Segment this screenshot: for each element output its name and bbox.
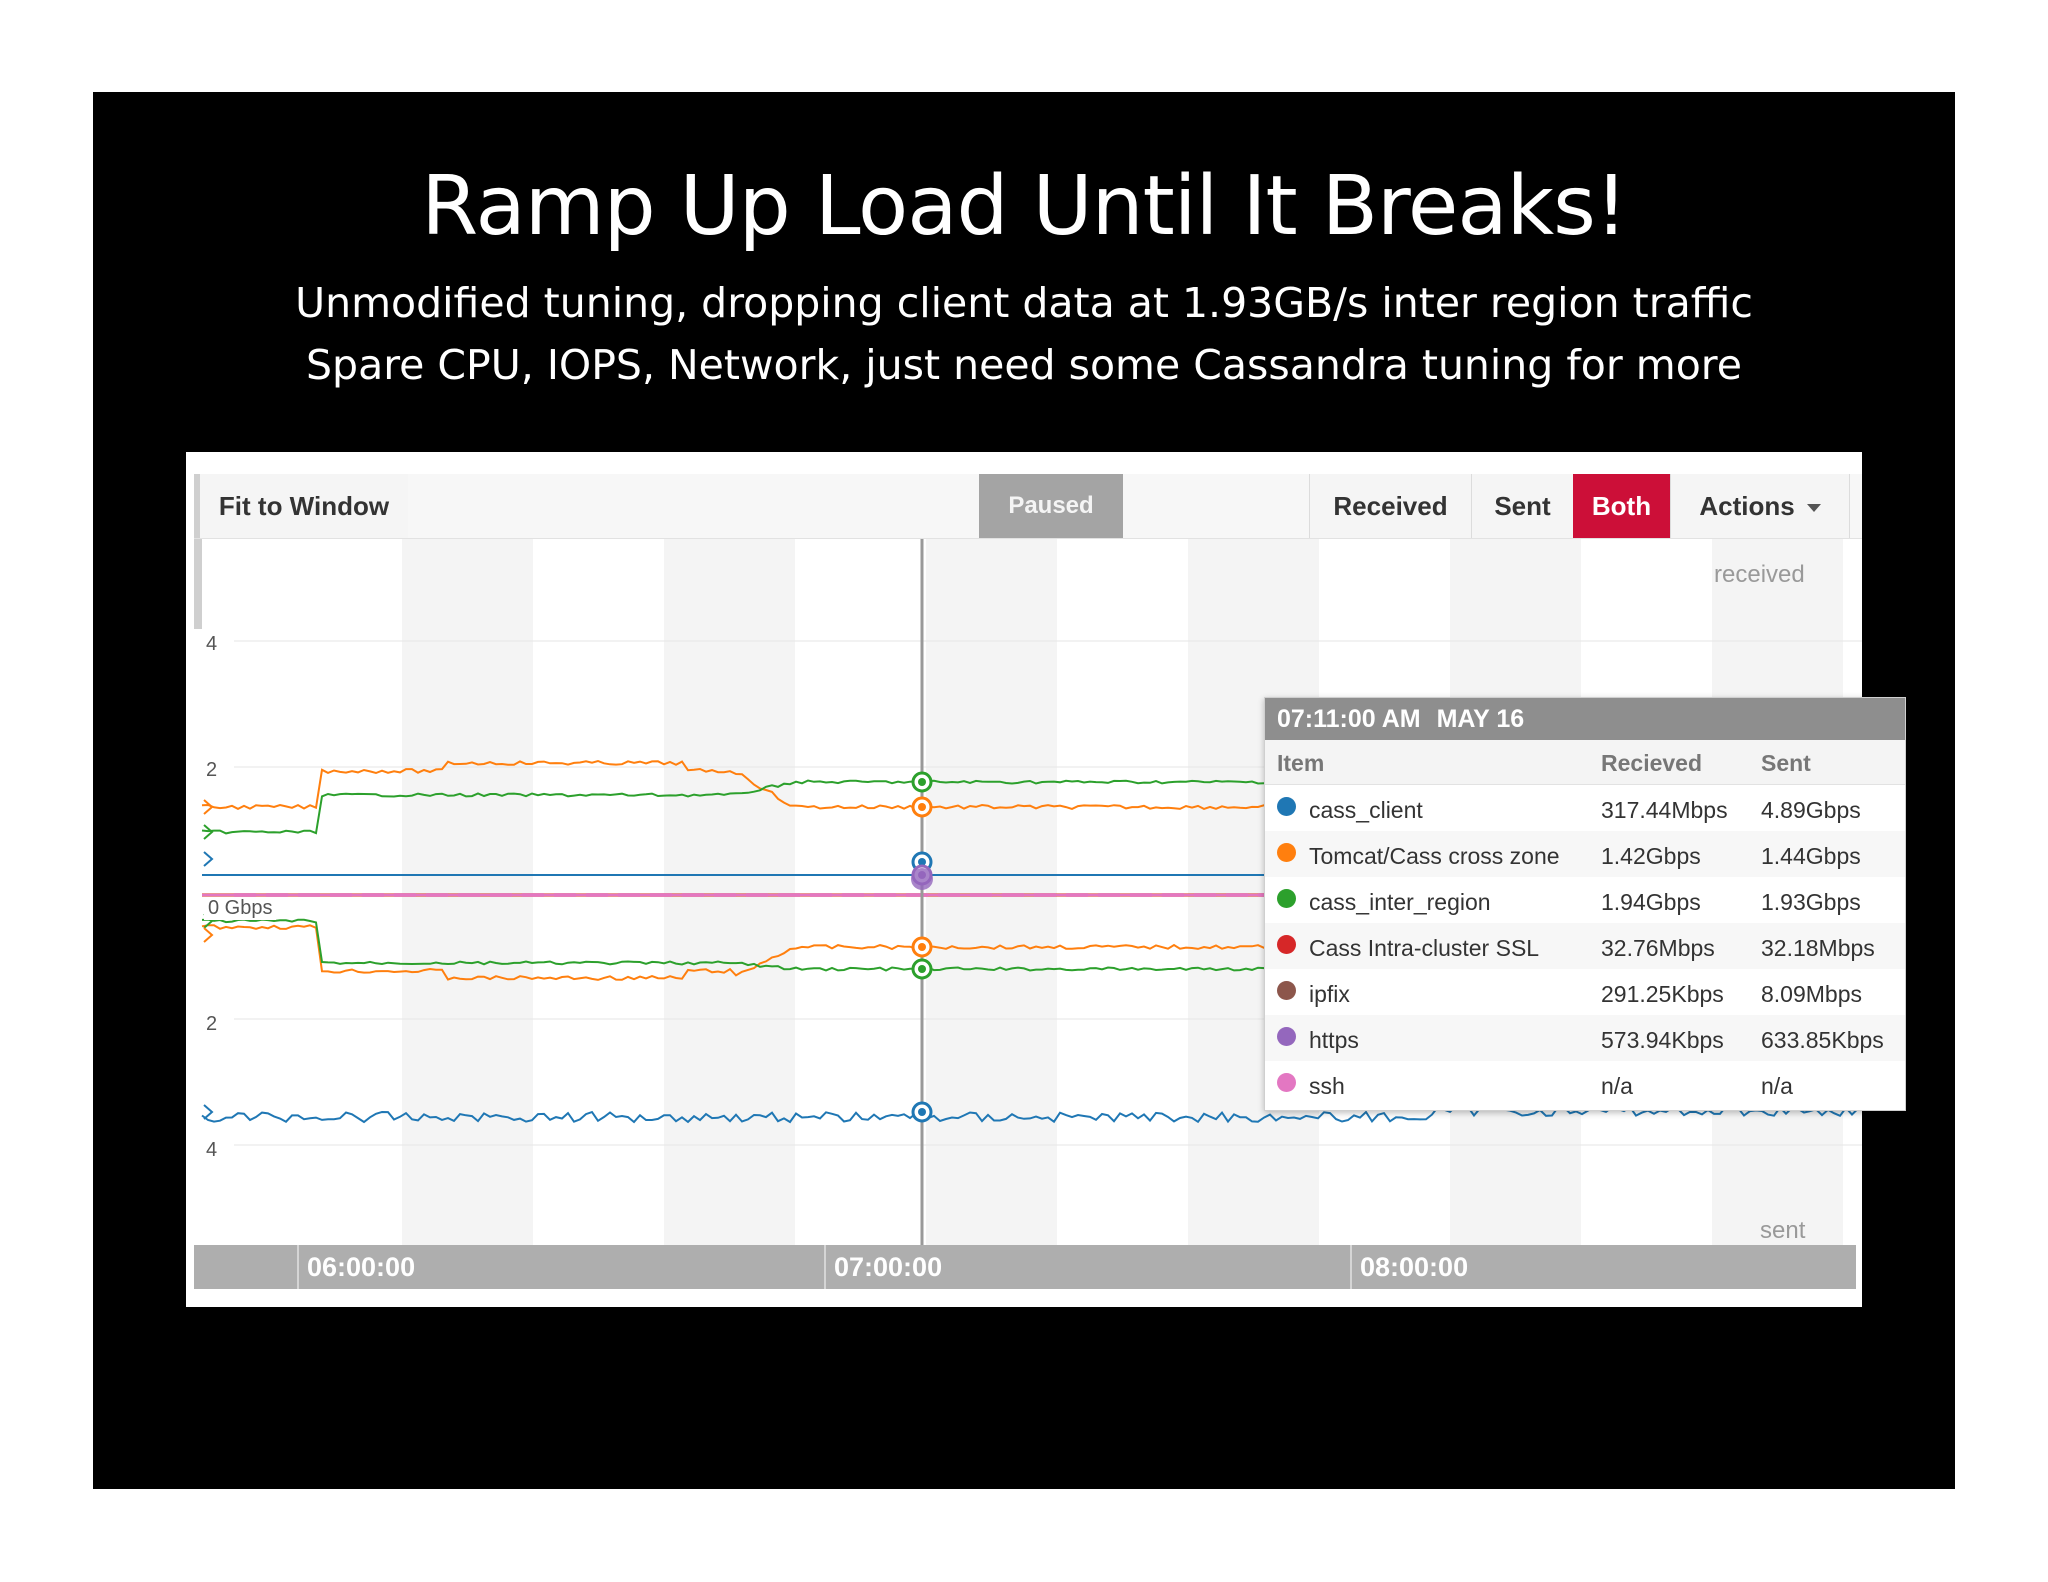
series-end-arrow-icon bbox=[203, 851, 214, 867]
tooltip-item-name: ipfix bbox=[1309, 981, 1350, 1007]
tooltip-sent-value: n/a bbox=[1761, 1073, 1793, 1099]
tooltip-sent-value: 1.44Gbps bbox=[1761, 843, 1861, 869]
actions-label: Actions bbox=[1699, 491, 1795, 521]
time-label-0600: 06:00:00 bbox=[297, 1245, 415, 1289]
tooltip-received-value: 291.25Kbps bbox=[1601, 981, 1724, 1007]
slide-title: Ramp Up Load Until It Breaks! bbox=[421, 159, 1627, 254]
tooltip-time: 07:11:00 AM bbox=[1277, 705, 1421, 733]
series-end-arrow-icon bbox=[203, 799, 214, 815]
cursor-marker-dot bbox=[918, 943, 926, 951]
series-color-dot-icon bbox=[1277, 981, 1296, 1000]
series-color-dot-icon bbox=[1277, 1027, 1296, 1046]
sent-button[interactable]: Sent bbox=[1471, 474, 1573, 538]
tooltip-received-value: 573.94Kbps bbox=[1601, 1027, 1724, 1053]
tooltip-received-value: 32.76Mbps bbox=[1601, 935, 1715, 961]
both-button[interactable]: Both bbox=[1573, 474, 1670, 538]
tooltip-sent-value: 32.18Mbps bbox=[1761, 935, 1875, 961]
cursor-marker-dot bbox=[918, 803, 926, 811]
tooltip-sent-value: 1.93Gbps bbox=[1761, 889, 1861, 915]
grid-band bbox=[664, 539, 795, 1245]
tooltip-row: Tomcat/Cass cross zone 1.42Gbps 1.44Gbps bbox=[1265, 831, 1905, 877]
time-label-0700: 07:00:00 bbox=[824, 1245, 942, 1289]
time-label-0800: 08:00:00 bbox=[1350, 1245, 1468, 1289]
series-color-dot-icon bbox=[1277, 1073, 1296, 1092]
tooltip-row: ssh n/a n/a bbox=[1265, 1061, 1905, 1107]
grid-band bbox=[402, 539, 533, 1245]
y-tick-sent-4: 4 bbox=[206, 1139, 218, 1161]
col-item: Item bbox=[1277, 750, 1325, 776]
col-received: Recieved bbox=[1601, 750, 1703, 776]
paused-button[interactable]: Paused bbox=[979, 474, 1123, 538]
slide-subtitle-2: Spare CPU, IOPS, Network, just need some… bbox=[306, 341, 1742, 389]
tooltip-row: ipfix 291.25Kbps 8.09Mbps bbox=[1265, 969, 1905, 1015]
tooltip-received-value: 1.94Gbps bbox=[1601, 889, 1701, 915]
cursor-marker-https bbox=[911, 868, 933, 890]
tooltip-received-value: 1.42Gbps bbox=[1601, 843, 1701, 869]
y-tick-received-4: 4 bbox=[206, 633, 218, 655]
received-button[interactable]: Received bbox=[1309, 474, 1471, 538]
slide: Ramp Up Load Until It Breaks! Unmodified… bbox=[93, 92, 1955, 1489]
tooltip-item-name: cass_inter_region bbox=[1309, 889, 1491, 915]
data-tooltip: 07:11:00 AM MAY 16 Item Recieved Sent cas… bbox=[1264, 697, 1906, 1111]
cursor-marker-dot bbox=[918, 965, 926, 973]
series-end-arrow-icon bbox=[203, 824, 214, 840]
tooltip-received-value: n/a bbox=[1601, 1073, 1633, 1099]
slide-subtitle-1: Unmodified tuning, dropping client data … bbox=[295, 279, 1753, 327]
tooltip-row: https 573.94Kbps 633.85Kbps bbox=[1265, 1015, 1905, 1061]
series-line-cass-client-sent bbox=[201, 1105, 1859, 1124]
tooltip-header: 07:11:00 AM MAY 16 bbox=[1265, 698, 1905, 740]
series-color-dot-icon bbox=[1277, 797, 1296, 816]
tooltip-sent-value: 4.89Gbps bbox=[1761, 797, 1861, 823]
time-axis: 06:00:00 07:00:00 08:00:00 bbox=[194, 1245, 1856, 1289]
sent-label: sent bbox=[1760, 1217, 1806, 1244]
series-color-dot-icon bbox=[1277, 935, 1296, 954]
tooltip-row: cass_inter_region 1.94Gbps 1.93Gbps bbox=[1265, 877, 1905, 923]
cursor-marker-dot bbox=[918, 778, 926, 786]
toolbar: Fit to Window Paused Received Sent Both … bbox=[194, 474, 1862, 539]
tooltip-rows: cass_client 317.44Mbps 4.89Gbps Tomcat/Cass… bbox=[1265, 785, 1905, 1107]
chevron-down-icon bbox=[1806, 504, 1821, 513]
tooltip-sent-value: 633.85Kbps bbox=[1761, 1027, 1884, 1053]
tooltip-sent-value: 8.09Mbps bbox=[1761, 981, 1863, 1007]
fit-to-window-button[interactable]: Fit to Window bbox=[194, 474, 408, 538]
tooltip-column-headers: Item Recieved Sent bbox=[1265, 740, 1905, 785]
tooltip-row: Cass Intra-cluster SSL 32.76Mbps 32.18Mbps bbox=[1265, 923, 1905, 969]
tooltip-date: MAY 16 bbox=[1436, 705, 1525, 733]
series-color-dot-icon bbox=[1277, 843, 1296, 862]
zero-gbps-label: 0 Gbps bbox=[204, 897, 277, 920]
scroll-handle bbox=[194, 539, 202, 629]
tooltip-item-name: Tomcat/Cass cross zone bbox=[1309, 843, 1560, 869]
col-sent: Sent bbox=[1761, 750, 1811, 776]
series-color-dot-icon bbox=[1277, 889, 1296, 908]
traffic-monitor-window: Fit to Window Paused Received Sent Both … bbox=[186, 452, 1906, 1307]
tooltip-item-name: https bbox=[1309, 1027, 1359, 1053]
tooltip-received-value: 317.44Mbps bbox=[1601, 797, 1728, 823]
series-end-arrow-icon bbox=[203, 927, 214, 943]
y-tick-received-2: 2 bbox=[206, 759, 218, 781]
cursor-marker-dot bbox=[918, 1108, 926, 1116]
actions-dropdown[interactable]: Actions bbox=[1670, 474, 1850, 538]
series-end-arrow-icon bbox=[203, 1104, 214, 1120]
y-tick-sent-2: 2 bbox=[206, 1013, 218, 1035]
received-label: received bbox=[1714, 561, 1805, 588]
tooltip-item-name: cass_client bbox=[1309, 797, 1423, 823]
grid-band bbox=[926, 539, 1057, 1245]
tooltip-item-name: ssh bbox=[1309, 1073, 1345, 1099]
cursor-marker-dot bbox=[918, 858, 926, 866]
tooltip-row: cass_client 317.44Mbps 4.89Gbps bbox=[1265, 785, 1905, 831]
tooltip-item-name: Cass Intra-cluster SSL bbox=[1309, 935, 1540, 961]
